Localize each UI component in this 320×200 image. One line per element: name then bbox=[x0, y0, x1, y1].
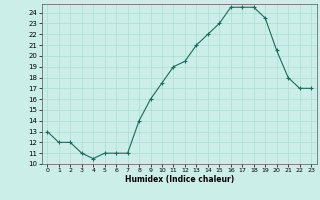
X-axis label: Humidex (Indice chaleur): Humidex (Indice chaleur) bbox=[124, 175, 234, 184]
